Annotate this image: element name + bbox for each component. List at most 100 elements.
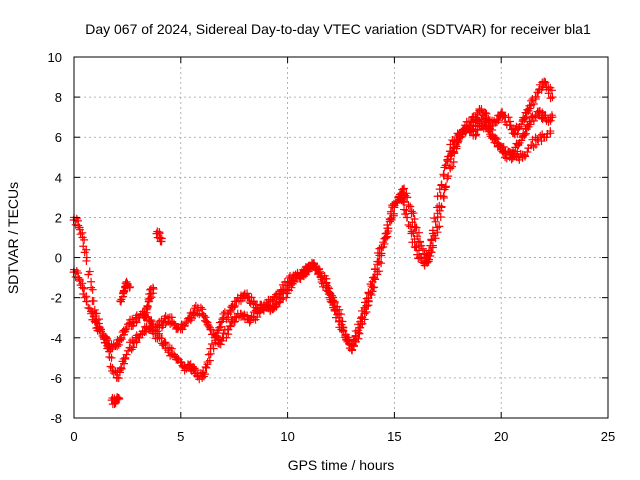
data-point [437, 180, 446, 189]
data-point [324, 290, 333, 299]
data-point [288, 279, 297, 288]
data-point [515, 122, 524, 131]
data-point [371, 265, 380, 274]
data-point [270, 303, 279, 312]
data-point [143, 302, 152, 311]
data-point [106, 345, 115, 354]
data-point [117, 295, 126, 304]
data-point [377, 259, 386, 268]
data-point [170, 319, 179, 328]
data-point [202, 363, 211, 372]
data-point [531, 92, 540, 101]
data-point [96, 327, 105, 336]
data-point [442, 161, 451, 170]
data-point [201, 370, 210, 379]
data-point [132, 318, 141, 327]
data-point [401, 210, 410, 219]
data-point [400, 198, 409, 207]
data-point [157, 237, 166, 246]
data-point [120, 287, 129, 296]
data-point [204, 350, 213, 359]
y-tick-label: -6 [50, 371, 62, 386]
data-point [534, 107, 543, 116]
data-point [107, 353, 116, 362]
y-tick-label: 6 [55, 130, 62, 145]
data-point [410, 214, 419, 223]
data-point [82, 297, 91, 306]
data-point [117, 364, 126, 373]
data-point [384, 224, 393, 233]
data-point [514, 124, 523, 133]
series-segment-f [116, 277, 134, 306]
x-axis-label: GPS time / hours [288, 457, 395, 473]
data-point [336, 317, 345, 326]
data-point [442, 182, 451, 191]
data-point [116, 297, 125, 306]
data-point [88, 308, 97, 317]
data-point [358, 313, 367, 322]
data-point [132, 338, 141, 347]
data-point [355, 323, 364, 332]
data-point [426, 241, 435, 250]
data-point [370, 273, 379, 282]
data-point [314, 265, 323, 274]
data-point [443, 155, 452, 164]
data-point [80, 248, 89, 257]
data-point [377, 243, 386, 252]
data-point [540, 77, 549, 86]
data-point [226, 322, 235, 331]
data-point [230, 301, 239, 310]
data-point [91, 317, 100, 326]
data-point [431, 217, 440, 226]
data-point [415, 253, 424, 262]
data-point [149, 283, 158, 292]
data-point [402, 213, 411, 222]
data-point [114, 374, 123, 383]
data-point [147, 316, 156, 325]
data-point [475, 117, 484, 126]
data-point [406, 222, 415, 231]
data-point [415, 238, 424, 247]
data-point [142, 305, 151, 314]
data-point [102, 334, 111, 343]
data-point [140, 311, 149, 320]
data-point [125, 283, 134, 292]
data-point [161, 339, 170, 348]
data-point [435, 222, 444, 231]
data-point [74, 273, 83, 282]
data-point [191, 366, 200, 375]
data-point [114, 393, 123, 402]
data-point [492, 135, 501, 144]
data-point [356, 317, 365, 326]
data-point [145, 294, 154, 303]
data-point [410, 235, 419, 244]
data-point [546, 94, 555, 103]
data-point [135, 333, 144, 342]
data-point [88, 285, 97, 294]
data-point [386, 215, 395, 224]
data-point [230, 317, 239, 326]
data-point [199, 368, 208, 377]
y-tick-label: -2 [50, 291, 62, 306]
data-point [78, 283, 87, 292]
data-point [379, 238, 388, 247]
data-point [436, 191, 445, 200]
data-point [350, 336, 359, 345]
data-point [283, 285, 292, 294]
data-point [406, 202, 415, 211]
data-point [398, 197, 407, 206]
axis-ticks: 0 5 10 15 20 25 -8 -6 -4 -2 0 2 4 6 8 10 [48, 50, 616, 444]
data-point [82, 256, 91, 265]
data-point [520, 115, 529, 124]
data-point [219, 329, 228, 338]
data-point [435, 185, 444, 194]
data-point [339, 326, 348, 335]
data-point [226, 308, 235, 317]
y-axis-label: SDTVAR / TECUs [5, 182, 21, 294]
data-point [542, 133, 551, 142]
data-point [546, 116, 555, 125]
data-point [362, 294, 371, 303]
data-point [447, 149, 456, 158]
data-point [282, 293, 291, 302]
